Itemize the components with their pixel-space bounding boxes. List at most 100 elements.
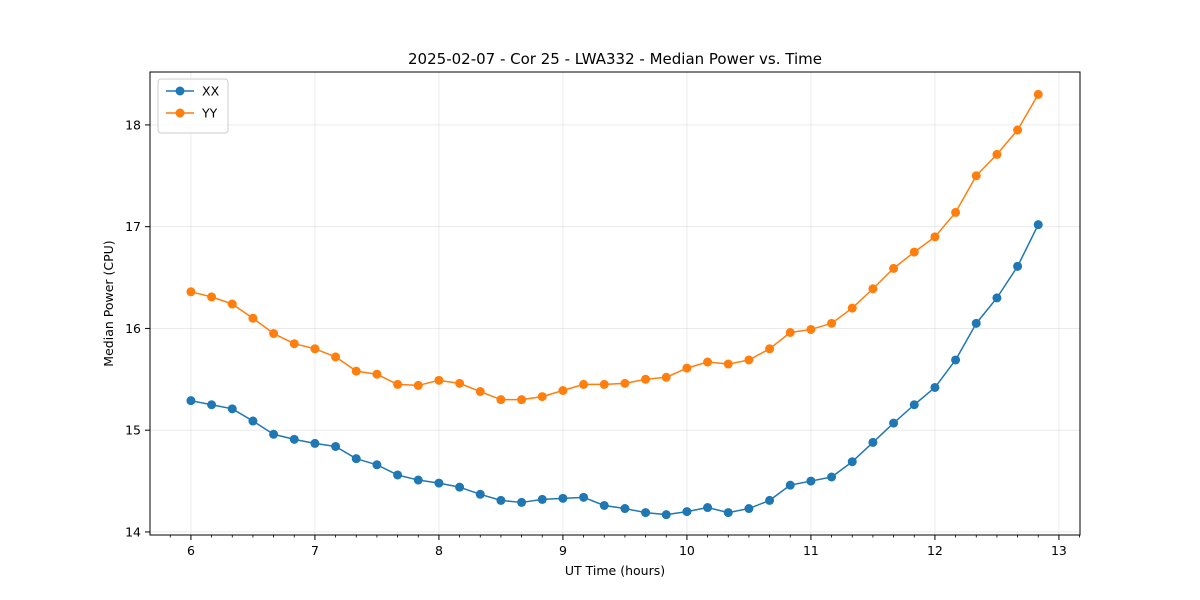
data-point-yy [372,369,382,379]
data-point-xx [930,382,940,392]
x-axis-label: UT Time (hours) [565,563,665,578]
data-point-xx [971,318,981,328]
data-point-xx [455,482,465,492]
x-tick-label: 11 [803,543,819,558]
data-point-xx [1033,220,1043,230]
data-point-yy [847,303,857,313]
data-point-yy [992,149,1002,159]
y-axis-label: Median Power (CPU) [101,240,116,366]
legend-swatch-marker [175,86,185,96]
data-point-xx [951,355,961,365]
data-point-xx [765,495,775,505]
data-point-yy [930,232,940,242]
data-point-yy [703,357,713,367]
data-point-yy [207,292,217,302]
data-point-yy [744,355,754,365]
data-point-xx [496,495,506,505]
data-point-yy [971,171,981,181]
data-point-xx [331,441,341,451]
data-point-xx [744,504,754,514]
data-point-xx [517,497,527,507]
data-point-xx [289,434,299,444]
data-point-yy [434,375,444,385]
data-point-xx [661,510,671,520]
data-point-xx [620,504,630,514]
data-point-yy [1013,125,1023,135]
data-point-yy [496,395,506,405]
data-point-xx [393,470,403,480]
data-point-xx [413,475,423,485]
data-point-yy [227,299,237,309]
data-point-yy [269,329,279,339]
y-tick-label: 18 [125,117,141,132]
data-point-xx [599,500,609,510]
data-point-yy [889,263,899,273]
data-point-yy [765,344,775,354]
data-point-yy [682,363,692,373]
data-point-xx [1013,261,1023,271]
legend-swatch-marker [175,108,185,118]
chart-title: 2025-02-07 - Cor 25 - LWA332 - Median Po… [408,50,822,68]
data-point-yy [413,380,423,390]
data-point-xx [909,400,919,410]
series-yy [186,89,1043,405]
data-point-xx [806,476,816,486]
data-point-xx [434,478,444,488]
data-point-xx [537,494,547,504]
x-tick-label: 6 [187,543,195,558]
data-point-yy [455,378,465,388]
data-point-xx [868,437,878,447]
data-point-xx [579,492,589,502]
data-point-xx [186,396,196,406]
legend-box [157,78,229,134]
x-tick-label: 12 [927,543,943,558]
data-point-xx [641,508,651,518]
y-tick-label: 15 [125,423,141,438]
data-point-yy [475,387,485,397]
data-point-yy [785,328,795,338]
series-line-xx [190,224,1039,516]
x-tick-label: 7 [311,543,319,558]
data-point-xx [827,472,837,482]
data-point-yy [351,366,361,376]
data-point-xx [889,418,899,428]
data-point-yy [1033,89,1043,99]
legend-label-xx: XX [202,84,220,99]
series-line-yy [190,94,1039,401]
data-point-xx [207,400,217,410]
data-point-xx [372,460,382,470]
data-point-yy [331,352,341,362]
data-point-xx [992,293,1002,303]
data-point-yy [827,318,837,328]
x-tick-label: 8 [435,543,443,558]
data-point-yy [806,324,816,334]
axes: 6 7 8 9 10 11 12 13 14 15 16 17 18 [125,117,1080,558]
data-point-xx [682,507,692,517]
data-point-xx [703,503,713,513]
data-point-xx [351,454,361,464]
data-point-yy [579,379,589,389]
data-point-yy [599,379,609,389]
data-point-yy [310,344,320,354]
x-tick-label: 13 [1051,543,1067,558]
data-point-yy [661,372,671,382]
data-point-yy [517,395,527,405]
legend: XX YY [157,78,229,134]
data-point-xx [847,457,857,467]
plot-area-frame [149,71,1081,536]
x-tick-label: 10 [679,543,695,558]
data-point-xx [723,508,733,518]
data-point-yy [289,339,299,349]
y-tick-label: 17 [125,219,141,234]
data-point-yy [723,359,733,369]
data-point-yy [248,313,258,323]
data-point-yy [186,287,196,297]
grid [150,72,1080,535]
data-point-xx [227,404,237,414]
data-point-xx [558,493,568,503]
data-point-xx [269,429,279,439]
data-point-xx [310,438,320,448]
data-point-yy [537,392,547,402]
series-layer [186,89,1043,520]
